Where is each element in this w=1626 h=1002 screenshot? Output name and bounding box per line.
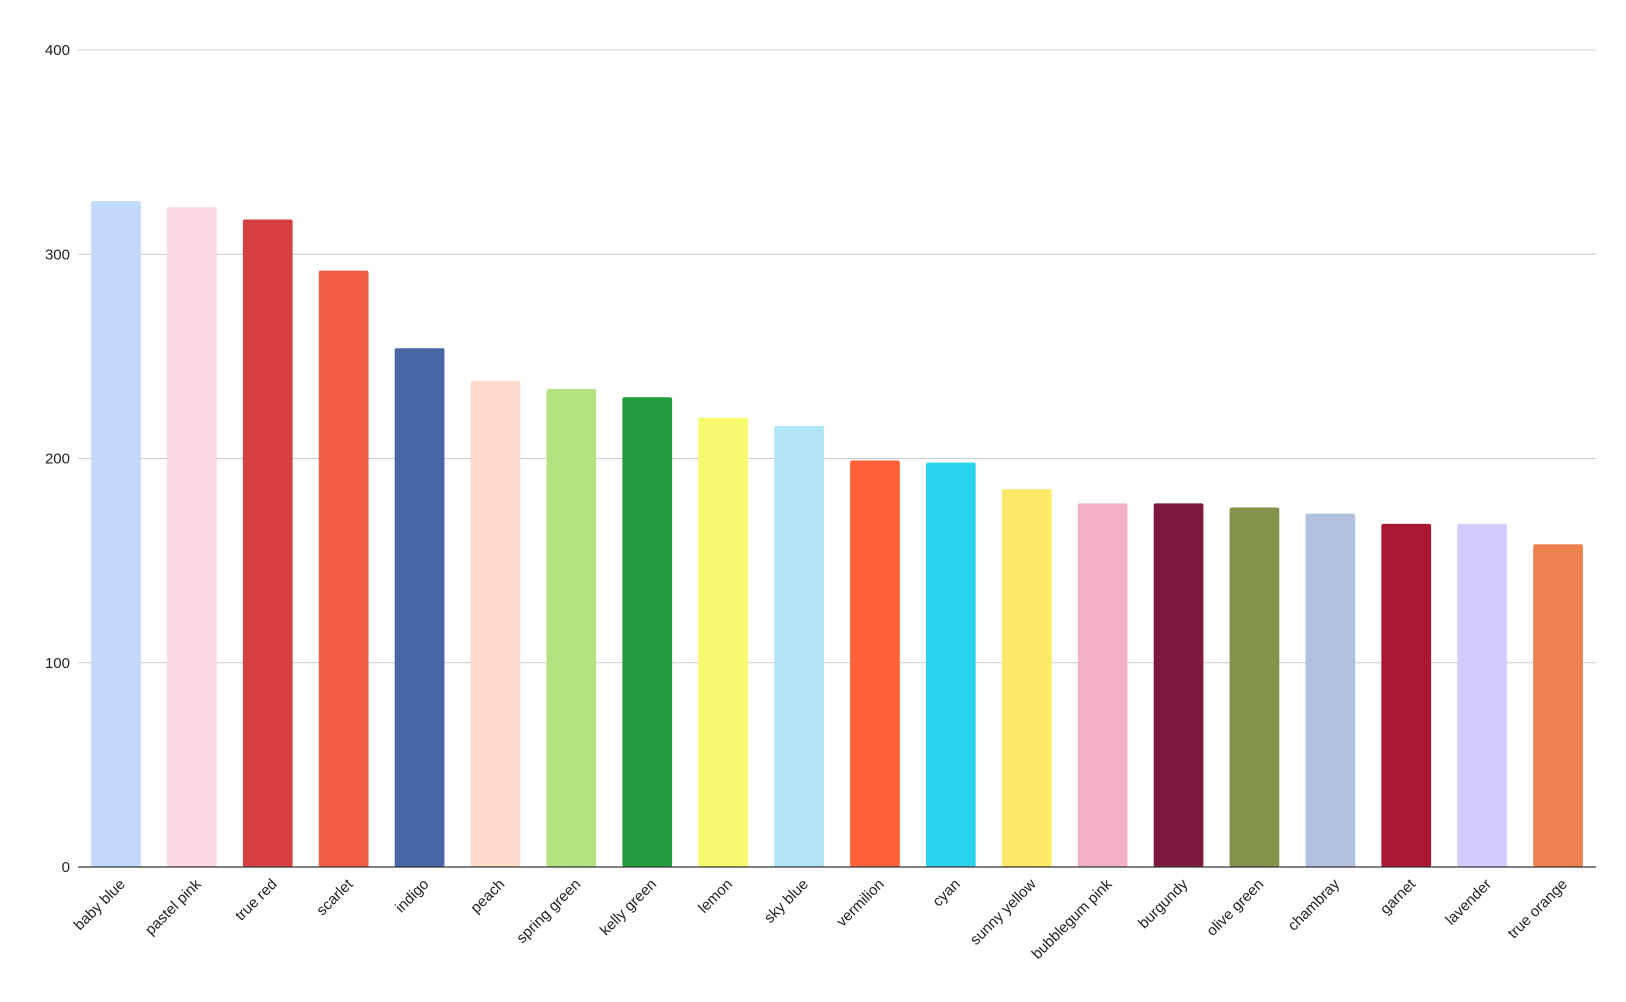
- bar-scarlet[interactable]: [318, 270, 369, 868]
- bar-peach[interactable]: [470, 380, 521, 867]
- bar-cyan[interactable]: [925, 462, 976, 867]
- y-tick-labels: 0 100 200 300 400: [45, 42, 70, 876]
- bar-kelly-green[interactable]: [622, 397, 673, 867]
- bar-indigo[interactable]: [394, 348, 445, 868]
- x-tick-label-olive-green: olive green: [1203, 876, 1267, 940]
- x-tick-label-chambray: chambray: [1285, 875, 1344, 934]
- bar-burgundy[interactable]: [1153, 503, 1204, 867]
- bar-true-orange[interactable]: [1533, 544, 1583, 867]
- x-tick-label-kelly-green: kelly green: [597, 876, 660, 939]
- x-tick-label-pastel-pink: pastel pink: [142, 875, 205, 938]
- x-tick-label-lemon: lemon: [695, 876, 736, 917]
- x-tick-label-sunny-yellow: sunny yellow: [967, 876, 1040, 949]
- bar-baby-blue[interactable]: [91, 201, 141, 867]
- bar-spring-green[interactable]: [546, 389, 597, 867]
- y-tick-label-300: 300: [45, 246, 70, 263]
- bars: [91, 201, 1583, 868]
- gridlines: [78, 49, 1596, 664]
- x-tick-label-burgundy: burgundy: [1135, 875, 1192, 932]
- bar-bubblegum-pink[interactable]: [1077, 503, 1128, 867]
- x-tick-label-garnet: garnet: [1377, 875, 1420, 918]
- bar-lavender[interactable]: [1457, 523, 1508, 867]
- y-tick-label-400: 400: [45, 42, 70, 59]
- y-tick-label-0: 0: [62, 859, 70, 876]
- x-tick-label-peach: peach: [467, 876, 508, 917]
- y-tick-label-100: 100: [45, 655, 70, 672]
- y-tick-label-200: 200: [45, 451, 70, 468]
- bar-garnet[interactable]: [1381, 523, 1432, 867]
- x-tick-labels: baby blue pastel pink true red scarlet indig…: [71, 875, 1571, 963]
- bar-true-red[interactable]: [242, 219, 293, 868]
- bar-vermilion[interactable]: [850, 460, 900, 867]
- x-tick-label-lavender: lavender: [1442, 876, 1495, 929]
- x-tick-label-cyan: cyan: [929, 876, 963, 910]
- bar-lemon[interactable]: [698, 417, 749, 867]
- bar-pastel-pink[interactable]: [166, 207, 217, 867]
- x-tick-label-true-orange: true orange: [1505, 876, 1571, 942]
- x-tick-label-sky-blue: sky blue: [761, 876, 812, 927]
- x-tick-label-bubblegum-pink: bubblegum pink: [1029, 875, 1116, 962]
- bar-sky-blue[interactable]: [774, 425, 824, 867]
- bar-chambray[interactable]: [1305, 513, 1356, 867]
- x-tick-label-true-red: true red: [232, 876, 281, 925]
- bar-sunny-yellow[interactable]: [1001, 489, 1052, 867]
- bar-olive-green[interactable]: [1229, 507, 1280, 867]
- x-tick-label-spring-green: spring green: [513, 876, 584, 947]
- x-tick-label-indigo: indigo: [392, 876, 432, 916]
- x-tick-label-scarlet: scarlet: [313, 875, 357, 919]
- x-tick-label-vermilion: vermilion: [833, 876, 887, 930]
- x-tick-label-baby-blue: baby blue: [71, 876, 129, 934]
